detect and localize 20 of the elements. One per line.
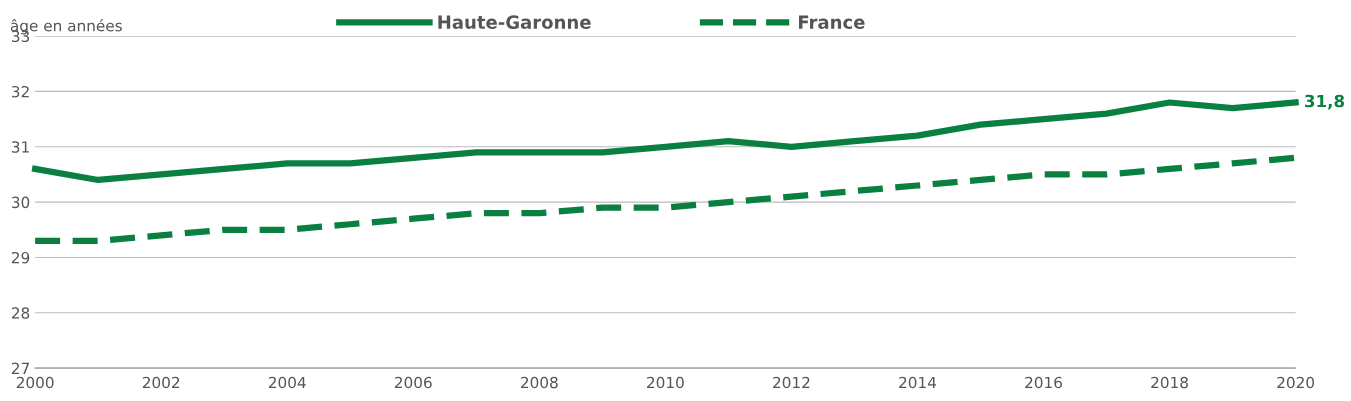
x-tick-label: 2000 (16, 376, 54, 389)
x-tick-label: 2002 (142, 376, 180, 389)
y-tick-label: 30 (11, 196, 30, 209)
annotation: 31,8 (1305, 94, 1345, 110)
x-tick-label: 2016 (1025, 376, 1062, 389)
x-tick-label: 2008 (521, 376, 558, 389)
legend-label: Haute-Garonne (438, 15, 591, 29)
x-tick-label: 2020 (1277, 376, 1315, 389)
y-tick-label: 27 (11, 362, 29, 374)
legend-label: France (799, 15, 865, 29)
x-tick-label: 2010 (647, 376, 684, 389)
y-tick-label: 29 (11, 251, 30, 264)
x-tick-label: 2004 (268, 376, 306, 389)
x-tick-label: 2012 (773, 376, 810, 389)
y-tick-label: 32 (11, 85, 29, 98)
x-tick-label: 2018 (1151, 376, 1188, 389)
x-tick-label: 2006 (394, 376, 432, 389)
y-tick-label: 31 (11, 141, 29, 153)
y-tick-label: 28 (11, 307, 30, 319)
x-tick-label: 2014 (899, 376, 937, 389)
